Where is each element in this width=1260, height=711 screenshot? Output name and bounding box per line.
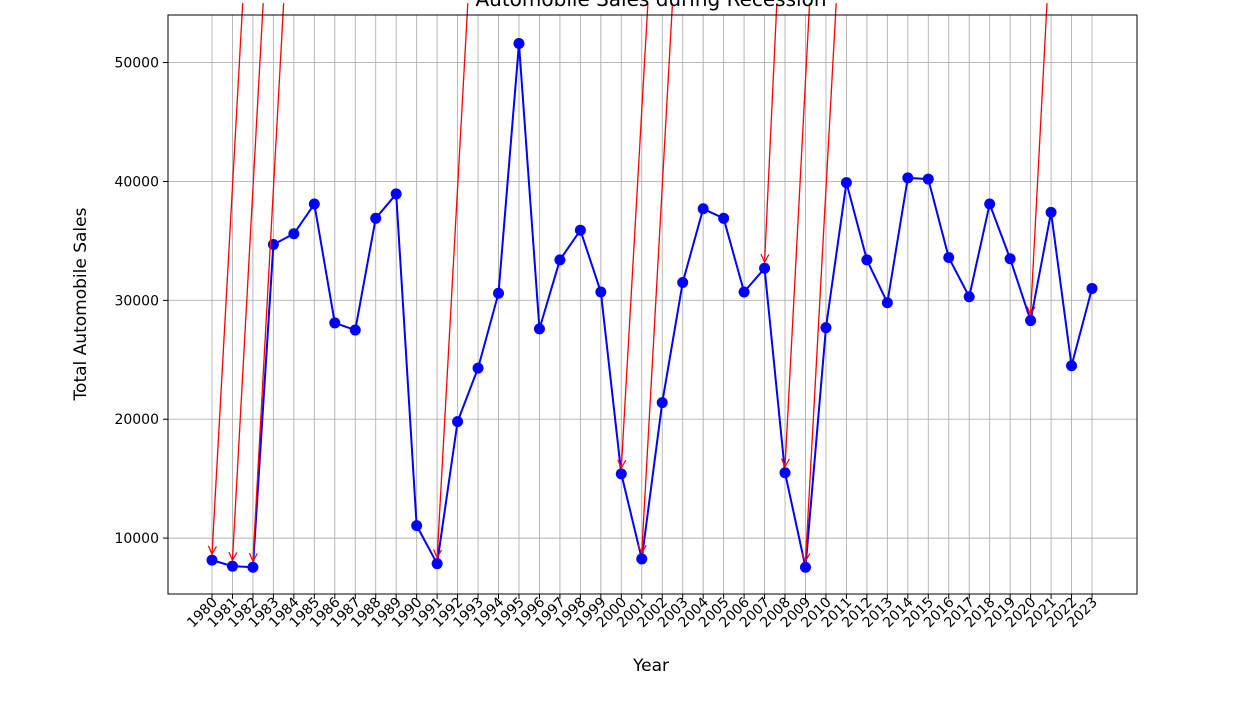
data-point: [840, 177, 852, 189]
y-axis-label: Total Automobile Sales: [71, 207, 91, 401]
recession-arrow: [642, 3, 674, 553]
grid: [168, 15, 1137, 594]
data-point: [984, 198, 996, 210]
recession-arrow: [437, 3, 469, 558]
data-point: [759, 262, 771, 274]
data-point: [615, 468, 627, 480]
data-point: [1066, 360, 1078, 372]
data-point: [1004, 253, 1016, 265]
data-point: [799, 561, 811, 573]
data-point: [595, 286, 607, 298]
data-point: [738, 286, 750, 298]
recession-arrow: [212, 3, 244, 554]
data-point: [881, 297, 893, 309]
y-tick-label: 50000: [114, 56, 159, 72]
data-point: [820, 322, 832, 334]
data-point: [329, 317, 341, 329]
y-tick-label: 20000: [114, 412, 159, 428]
data-points: [206, 38, 1098, 573]
data-point: [308, 198, 320, 210]
data-point: [411, 520, 423, 532]
recession-arrow: [785, 3, 811, 467]
recession-annotations: [212, 3, 1048, 561]
data-point: [390, 188, 402, 200]
data-point: [513, 38, 525, 50]
y-tick-label: 40000: [114, 174, 159, 190]
y-axis-ticks: 10000 20000 30000 40000 50000: [114, 56, 168, 547]
data-point: [452, 416, 464, 428]
plot-area-frame: [167, 14, 1138, 595]
series-line: [211, 42, 1093, 569]
data-point: [288, 228, 300, 240]
recession-arrow: [805, 3, 837, 561]
data-point: [574, 224, 586, 236]
data-point: [1086, 282, 1098, 294]
data-point: [636, 553, 648, 565]
data-point: [226, 560, 238, 572]
chart-title: Automobile Sales during Recession: [475, 0, 826, 11]
data-point: [349, 324, 361, 336]
recession-arrow: [1031, 3, 1048, 314]
data-point: [861, 254, 873, 266]
data-point: [656, 397, 668, 409]
y-tick-label: 30000: [114, 293, 159, 309]
series-line-layer: [211, 42, 1093, 569]
data-point: [902, 172, 914, 184]
recession-arrow: [765, 3, 778, 262]
data-point: [370, 212, 382, 224]
data-point: [533, 323, 545, 335]
recession-arrow: [253, 3, 285, 561]
data-point: [247, 561, 259, 573]
data-point: [493, 287, 505, 299]
data-point: [472, 362, 484, 374]
data-point: [554, 254, 566, 266]
data-point: [922, 173, 934, 185]
y-tick-label: 10000: [114, 531, 159, 547]
data-point: [1045, 206, 1057, 218]
data-point: [718, 212, 730, 224]
data-point: [963, 291, 975, 303]
data-point: [697, 203, 709, 215]
x-axis-ticks: 1980198119821983198419851986198719881989…: [184, 594, 1101, 631]
data-point: [677, 277, 689, 289]
data-point: [431, 558, 443, 570]
data-point: [779, 467, 791, 479]
data-point: [206, 554, 218, 566]
data-point: [1025, 315, 1037, 327]
x-axis-label: Year: [632, 656, 669, 676]
recession-arrow: [621, 3, 649, 468]
data-point: [943, 252, 955, 264]
recession-arrow: [232, 3, 264, 560]
